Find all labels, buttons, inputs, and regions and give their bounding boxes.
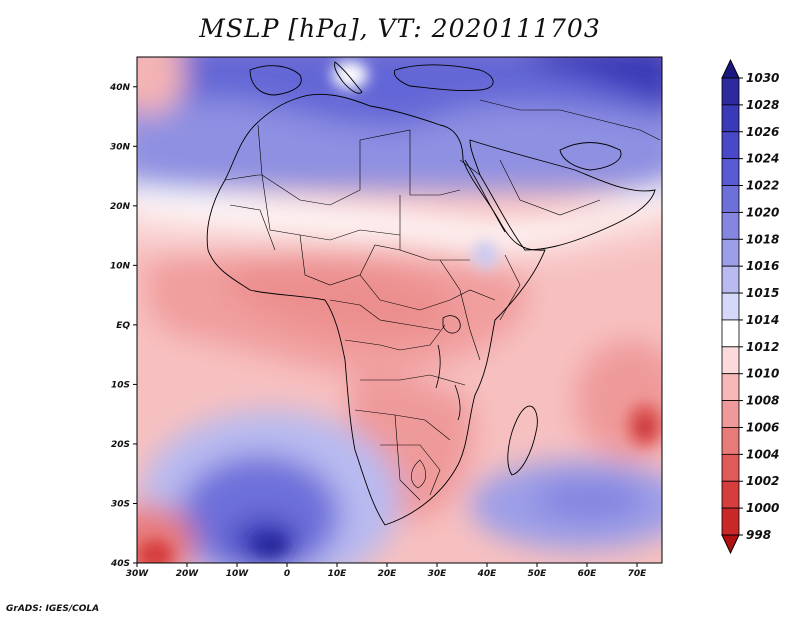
colorbar-segment [721, 158, 740, 186]
lon-tick-label: 30W [126, 569, 150, 579]
colorbar-segment [721, 400, 740, 428]
colorbar-segment [721, 185, 740, 213]
lat-tick-label: 30S [111, 499, 130, 509]
lon-tick-label: 20E [378, 569, 398, 579]
colorbar-label: 1020 [746, 205, 779, 219]
colorbar-segment [721, 453, 740, 482]
colorbar-label: 1026 [746, 125, 779, 139]
lat-tick-label: 30N [110, 142, 131, 152]
colorbar-label: 1008 [746, 394, 779, 408]
map-title: MSLP [hPa], VT: 2020111703 [199, 14, 601, 43]
lon-tick-label: 60E [578, 569, 598, 579]
colorbar-segment [721, 104, 740, 133]
colorbar-segment [721, 319, 740, 348]
lake-tanganyika [435, 344, 441, 389]
iberia-coast [249, 65, 302, 96]
colorbar-label: 1024 [746, 152, 779, 166]
lon-tick-label: 20W [176, 569, 200, 579]
colorbar-label: 1002 [746, 474, 779, 488]
africa-coastline [206, 93, 546, 526]
colorbar-label: 1000 [746, 501, 779, 515]
lake-victoria [442, 315, 461, 334]
lat-tick-label: 40S [110, 559, 130, 569]
colorbar-segment [721, 346, 740, 375]
grads-credit: GrADS: IGES/COLA [6, 604, 100, 614]
coastlines [206, 61, 656, 526]
lat-tick-label: 40N [109, 83, 131, 93]
colorbar-label: 1012 [746, 340, 779, 354]
lon-tick-label: 40E [477, 569, 498, 579]
lake-malawi [454, 384, 461, 421]
colorbar-segment [721, 480, 740, 509]
latitude-axis: 40N 30N 20N 10N EQ 10S 20S 30S 40S [109, 83, 137, 569]
colorbar-label: 1028 [746, 98, 779, 112]
colorbar-label: 1016 [746, 259, 779, 273]
colorbar-label: 1030 [746, 71, 779, 85]
colorbar: 1030 1028 1026 1024 1022 1020 1018 1016 1015 1014… [721, 58, 779, 555]
colorbar-label: 1015 [746, 286, 779, 300]
lon-tick-label: 10W [226, 569, 250, 579]
lat-tick-label: EQ [116, 321, 130, 331]
persian-gulf [559, 142, 622, 171]
colorbar-segment [721, 77, 740, 106]
italy-coast [334, 61, 363, 94]
pressure-field [137, 57, 662, 563]
lat-tick-label: 20N [110, 202, 131, 212]
colorbar-label: 1004 [746, 447, 779, 461]
arabian-peninsula [469, 139, 656, 251]
colorbar-label: 1022 [746, 179, 779, 193]
lon-tick-label: 0 [284, 569, 290, 579]
madagascar [507, 405, 538, 476]
red-sea [464, 159, 506, 233]
colorbar-label: 998 [746, 528, 771, 542]
colorbar-bottom-arrow [721, 534, 740, 555]
colorbar-segment [721, 427, 740, 455]
colorbar-segment [721, 507, 740, 536]
colorbar-segment [721, 238, 740, 267]
colorbar-segment [721, 131, 740, 160]
lon-tick-label: 10E [328, 569, 348, 579]
longitude-axis: 30W 20W 10W 0 10E 20E 30E 40E 50E 60E 70E [126, 563, 647, 579]
lat-tick-label: 10S [111, 380, 130, 390]
colorbar-segment [721, 212, 740, 240]
colorbar-segment [721, 292, 740, 321]
lon-tick-label: 70E [628, 569, 648, 579]
lat-tick-label: 20S [111, 440, 130, 450]
colorbar-top-arrow [721, 58, 740, 79]
greece-turkey-coast [393, 64, 494, 91]
lon-tick-label: 30E [428, 569, 448, 579]
colorbar-label: 1010 [746, 367, 779, 381]
colorbar-label: 1006 [746, 420, 779, 434]
lat-tick-label: 10N [110, 261, 131, 271]
colorbar-label: 1018 [746, 232, 779, 246]
colorbar-label: 1014 [746, 313, 779, 327]
colorbar-segment [721, 265, 740, 294]
country-borders [224, 99, 661, 501]
lakes [435, 159, 506, 421]
lon-tick-label: 50E [528, 569, 548, 579]
map-frame [136, 56, 663, 564]
colorbar-segment [721, 373, 740, 401]
